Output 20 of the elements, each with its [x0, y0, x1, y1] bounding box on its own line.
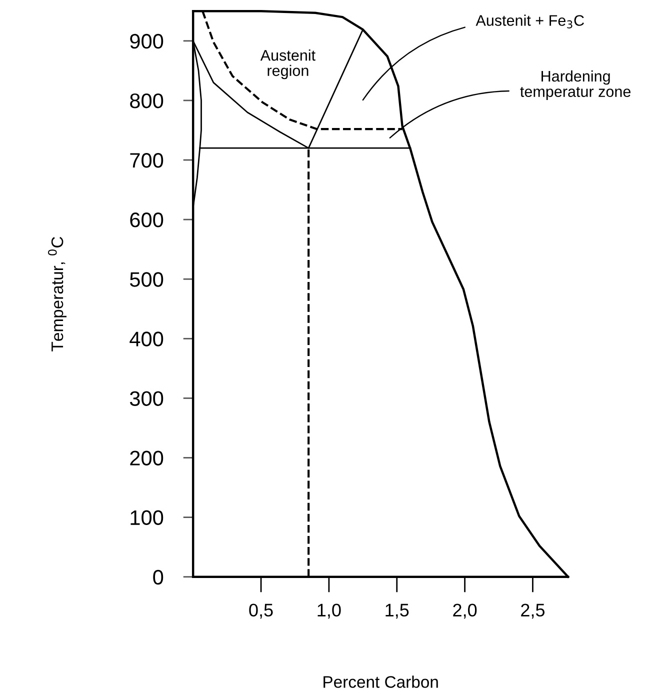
y-tick-label: 700 [130, 153, 164, 168]
x-tick-label: 1,5 [386, 604, 409, 619]
x-tick-label: 2,0 [453, 604, 477, 619]
y-tick-label: 500 [130, 272, 164, 287]
x-tick-label: 2,5 [521, 604, 545, 619]
y-tick-label: 0 [153, 570, 164, 585]
y-tick-label: 300 [130, 391, 164, 406]
y-tick-label: 900 [130, 34, 164, 49]
annotation: Austenit region [260, 50, 316, 80]
y-tick-label: 600 [130, 212, 164, 228]
annotation: Austenit + Fe$_{3}$C [476, 14, 584, 28]
x-axis-title: Percent Carbon [324, 676, 438, 688]
y-axis-title: Temperatur, $^{0}$C [48, 236, 66, 352]
x-tick-label: 1,0 [318, 604, 341, 619]
annotation: Hardening temperatur zone [520, 70, 631, 100]
y-tick-label: 400 [130, 332, 164, 346]
x-tick-label: 0,5 [249, 604, 273, 619]
y-tick-label: 800 [130, 93, 164, 108]
y-tick-label: 200 [130, 450, 164, 466]
y-tick-label: 100 [130, 510, 164, 526]
